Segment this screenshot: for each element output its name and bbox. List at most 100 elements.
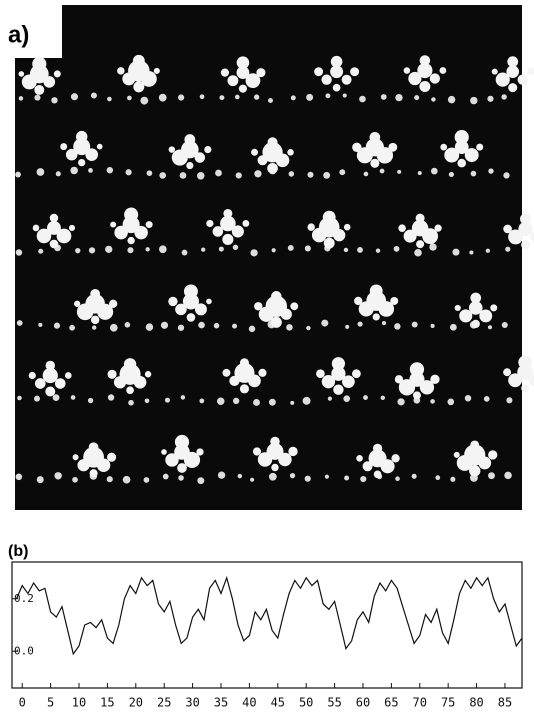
atom <box>72 454 79 461</box>
atom <box>248 374 261 388</box>
atom <box>238 84 247 93</box>
x-tick-label: 5 <box>47 696 54 710</box>
atom <box>60 143 68 151</box>
atom <box>453 451 460 458</box>
atom <box>343 247 349 253</box>
atom <box>15 473 23 481</box>
atom <box>411 321 418 328</box>
x-tick-label: 10 <box>72 696 86 710</box>
atom <box>517 364 533 381</box>
atom <box>470 292 482 304</box>
atom <box>181 249 188 256</box>
atom <box>107 96 112 102</box>
x-tick-label: 45 <box>271 696 285 710</box>
atom <box>518 355 532 370</box>
atom <box>373 470 382 479</box>
atom <box>174 434 190 450</box>
atom <box>311 227 327 243</box>
atom <box>258 368 267 377</box>
atom <box>88 168 93 173</box>
atom <box>332 83 341 92</box>
atom <box>503 368 512 377</box>
atom <box>15 171 21 178</box>
atom <box>47 221 61 235</box>
x-tick-label: 85 <box>498 696 512 710</box>
atom <box>378 301 395 317</box>
atom <box>470 170 477 177</box>
atom <box>380 395 386 401</box>
atom <box>107 394 115 401</box>
atom <box>124 207 139 222</box>
atom <box>65 148 78 161</box>
atom <box>356 454 363 462</box>
atom <box>109 323 118 332</box>
atom <box>158 93 167 102</box>
atom <box>357 247 363 253</box>
atom <box>254 302 263 311</box>
atom <box>287 149 294 156</box>
atom <box>220 215 236 232</box>
atom <box>34 395 40 402</box>
atom <box>343 395 351 403</box>
atom <box>160 321 169 329</box>
atom <box>508 373 523 388</box>
atom <box>275 153 290 168</box>
atom <box>388 142 398 152</box>
plot-frame <box>11 561 523 689</box>
atom <box>194 303 207 316</box>
atom <box>456 454 473 471</box>
atom <box>271 463 279 472</box>
atom <box>431 167 438 175</box>
atom <box>327 396 333 401</box>
atom <box>372 313 380 321</box>
atom <box>488 472 495 480</box>
atom <box>469 250 474 255</box>
atom <box>45 386 56 397</box>
atom <box>476 143 484 151</box>
atom <box>359 95 366 103</box>
atom <box>232 323 238 329</box>
atom <box>495 72 510 87</box>
atom <box>54 472 62 480</box>
atom <box>501 94 507 100</box>
atom <box>17 395 22 401</box>
atom <box>280 308 292 320</box>
atom <box>483 396 490 402</box>
atom <box>55 171 61 177</box>
atom <box>219 95 225 101</box>
atom <box>444 147 460 163</box>
atom <box>409 362 425 377</box>
atom <box>32 56 47 72</box>
atom <box>464 148 479 163</box>
atom <box>431 97 436 102</box>
atom <box>447 398 455 406</box>
x-tick-label: 65 <box>384 696 398 710</box>
atom <box>398 379 416 396</box>
panel-label: a) <box>8 21 29 48</box>
atom <box>417 62 433 79</box>
atom <box>206 219 214 228</box>
atom <box>73 138 91 156</box>
x-tick-label: 60 <box>356 696 370 710</box>
atom <box>231 225 244 238</box>
x-tick-label: 80 <box>469 696 483 710</box>
atom <box>429 73 441 84</box>
atom <box>90 288 101 299</box>
atom <box>107 452 117 462</box>
atom <box>287 244 294 251</box>
atom <box>239 358 249 368</box>
atom <box>323 171 331 179</box>
atom <box>479 309 493 323</box>
atom <box>186 161 194 170</box>
atom <box>34 378 46 389</box>
atom <box>289 472 296 479</box>
atom <box>503 224 512 234</box>
atom <box>430 323 435 329</box>
atom <box>414 249 422 257</box>
atom <box>88 442 99 453</box>
atom <box>52 394 60 402</box>
atom <box>250 249 258 257</box>
atom <box>78 158 86 167</box>
atom <box>69 324 75 331</box>
atom <box>412 391 421 400</box>
